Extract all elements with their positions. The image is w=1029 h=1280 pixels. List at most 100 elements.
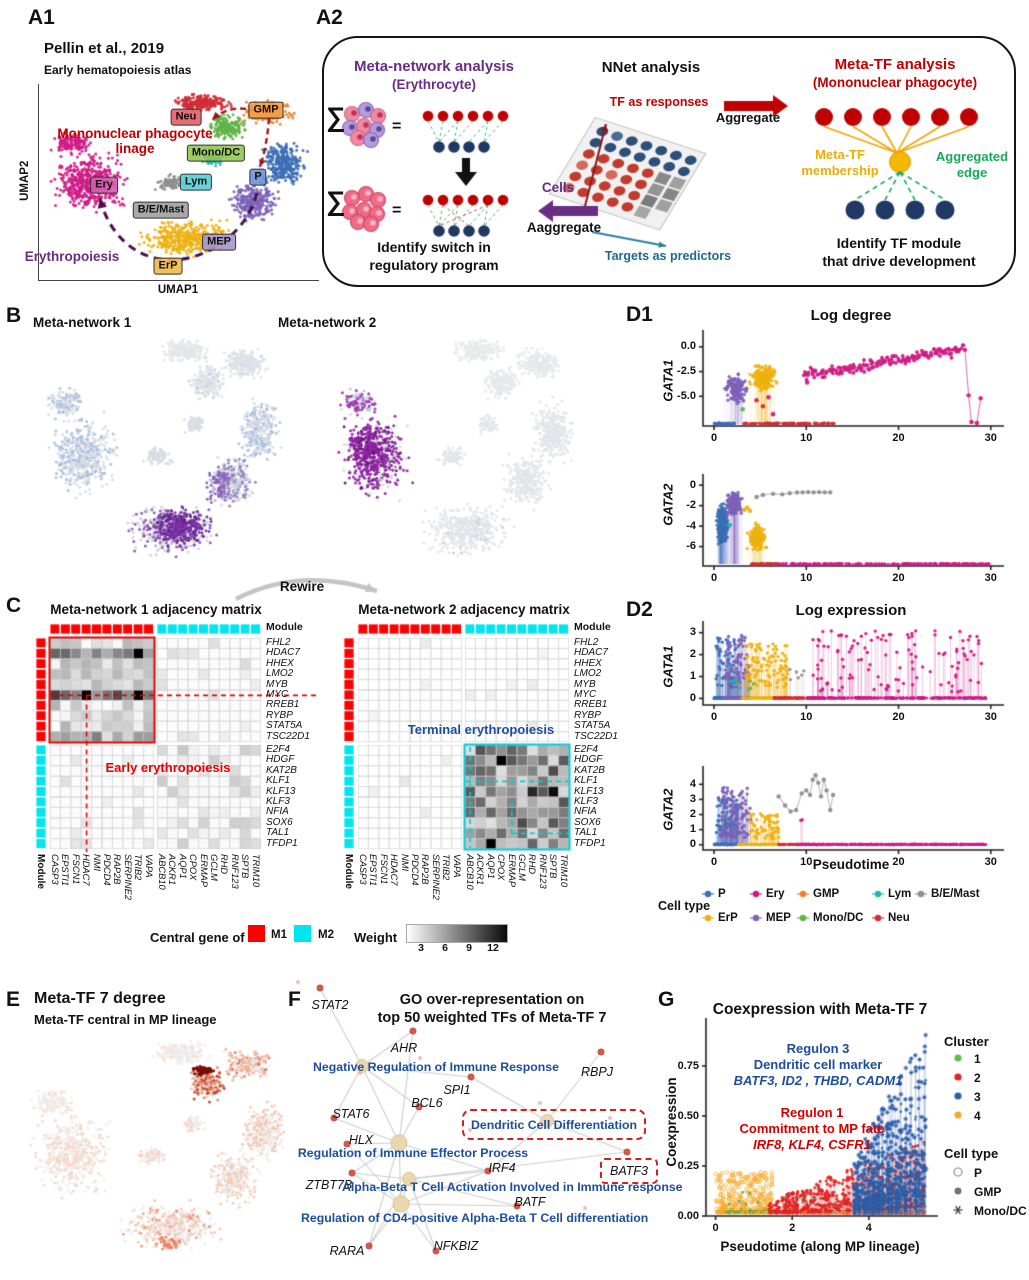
- a2-equals-2: =: [392, 202, 402, 219]
- heatmap-row-label: KLF13: [574, 785, 604, 797]
- a2-aggregate-right-label: Aggregate: [715, 110, 781, 125]
- d2-x-axis-label: Pseudotime: [812, 857, 890, 872]
- x-tick-label: 0: [711, 711, 718, 723]
- heatmap-col-label: RAP2B: [112, 854, 123, 885]
- heatmap-row-label: KLF3: [266, 796, 290, 807]
- a2-meta-network-title: Meta-network analysis: [353, 58, 515, 75]
- f-gene-label-ztbt7b: ZTBT7B: [305, 1178, 353, 1192]
- g-regulon1-line2: Commitment to MP fate: [739, 1121, 885, 1136]
- heatmap-col-label: SPTB: [240, 854, 251, 879]
- a1-cluster-chip-neu: Neu: [170, 108, 202, 126]
- f-gene-label-rara: RARA: [329, 1244, 365, 1258]
- d2-celltype-legend-title: Cell type: [658, 899, 711, 913]
- f-gene-label-batf: BATF: [514, 1195, 546, 1209]
- d1-gata1-axis-label: GATA1: [660, 359, 676, 402]
- a1-mp-lineage-note-line1: Mononuclear phagocyte: [57, 126, 213, 141]
- a2-nnet-title: NNet analysis: [601, 59, 701, 76]
- g-cluster-legend-label-1: 1: [974, 1052, 981, 1066]
- heatmap-row-label: NFIA: [574, 806, 597, 818]
- c-legend-weight-gradient: [406, 924, 508, 943]
- weight-tick-label: 6: [442, 942, 448, 954]
- a1-cluster-chip-erp: ErP: [153, 257, 183, 275]
- a1-cluster-chip-gmp: GMP: [248, 101, 284, 119]
- heatmap-row-label: FHL2: [574, 637, 599, 648]
- heatmap-col-label: TRIB2: [133, 854, 144, 881]
- f-batf3-label: BATF3: [610, 1164, 648, 1178]
- heatmap-row-label: HDGF: [266, 754, 295, 766]
- panel-label-d1: D1: [626, 303, 653, 326]
- heatmap-col-label: NMI: [399, 854, 410, 872]
- heatmap-row-label: HDGF: [574, 754, 603, 766]
- panel-label-g: G: [658, 988, 675, 1011]
- heatmap-row-label: NFIA: [266, 806, 289, 818]
- y-tick-label: 1: [689, 670, 696, 682]
- x-tick-label: 30: [984, 856, 997, 868]
- x-tick-label: 4: [865, 1222, 872, 1234]
- y-tick-label: 2: [689, 648, 696, 661]
- a2-aggregated-edge-line2: edge: [956, 165, 988, 180]
- heatmap-row-label: HHEX: [266, 657, 294, 669]
- f-batf3-box: BATF3: [600, 1158, 658, 1184]
- g-regulon3-line2: Dendritic cell marker: [753, 1057, 883, 1072]
- g-regulon3-line1: Regulon 3: [786, 1041, 850, 1056]
- heatmap-row-label: MYC: [574, 689, 597, 700]
- panel-label-c: C: [6, 594, 22, 617]
- d2-legend-label-ery: Ery: [766, 888, 785, 900]
- heatmap-col-label: RHD: [219, 854, 230, 875]
- heatmap-row-label: MYC: [266, 689, 289, 700]
- heatmap-row-label: STAT5A: [266, 720, 303, 732]
- f-gene-label-ahr: AHR: [390, 1041, 418, 1055]
- a2-cells-label: Cells: [541, 180, 575, 195]
- heatmap-col-label: ERMAP: [506, 854, 517, 888]
- panel-label-a1: A1: [28, 6, 55, 29]
- weight-tick-label: 3: [418, 942, 424, 954]
- c-terminal-erythropoiesis-note: Terminal erythropoiesis: [407, 722, 555, 737]
- y-tick-label: 0: [689, 691, 696, 704]
- y-tick-label: 0: [689, 838, 696, 851]
- f-gene-label-irf4: IRF4: [488, 1161, 516, 1175]
- heatmap-row-label: MYB: [266, 678, 288, 690]
- g-celltype-legend-label-mono-dc: Mono/DC: [974, 1204, 1027, 1218]
- heatmap-row-label: KLF1: [266, 775, 290, 787]
- f-go-term-label-0: Negative Regulation of Immune Response: [313, 1060, 559, 1074]
- heatmap-row-label: SOX6: [574, 816, 601, 828]
- a2-aggregated-edge-line1: Aggregated: [935, 149, 1009, 164]
- x-tick-label: 20: [892, 711, 905, 723]
- d2-legend-label-mep: MEP: [766, 912, 791, 924]
- heatmap-col-label: SPTB: [548, 854, 559, 879]
- e-title: Meta-TF 7 degree: [34, 990, 166, 1007]
- g-celltype-legend-label-p: P: [974, 1166, 983, 1180]
- heatmap-row-label: KAT2B: [266, 764, 297, 776]
- a2-aggregate-left-label: Aaggregate: [526, 220, 602, 235]
- y-tick-label: 0.75: [677, 1059, 699, 1072]
- g-celltype-legend-title: Cell type: [944, 1146, 999, 1161]
- heatmap-row-label: STAT5A: [574, 720, 611, 732]
- c-legend-m2-label: M2: [318, 929, 334, 941]
- c-early-erythropoiesis-note: Early erythropoiesis: [105, 760, 231, 775]
- d2-legend-label-mono-dc: Mono/DC: [813, 912, 864, 924]
- f-gene-label-rbpj: RBPJ: [581, 1065, 613, 1079]
- g-cluster-legend-label-4: 4: [974, 1109, 981, 1123]
- g-regulon3-genes: BATF3, ID2 , THBD, CADM1: [733, 1073, 903, 1088]
- heatmap-row-label: KLF3: [574, 796, 598, 807]
- d2-title: Log expression: [795, 602, 907, 619]
- a1-cluster-chip-mep: MEP: [202, 233, 236, 251]
- f-gene-label-stat2: STAT2: [311, 998, 349, 1012]
- y-tick-label: 2: [689, 808, 696, 821]
- a1-erythropoiesis-note: Erythropoiesis: [24, 249, 120, 264]
- x-tick-label: 0: [711, 856, 718, 868]
- e-subtitle: Meta-TF central in MP lineage: [34, 1012, 217, 1027]
- heatmap-col-label: EPSTI1: [60, 854, 71, 887]
- g-cluster-legend-label-2: 2: [974, 1071, 981, 1085]
- c-legend-m1-label: M1: [271, 929, 287, 941]
- heatmap-row-label: E2F4: [574, 744, 598, 755]
- f-gene-label-hlx: HLX: [348, 1133, 374, 1147]
- y-tick-label: 0.0: [680, 340, 696, 353]
- heatmap-row-label: KAT2B: [574, 764, 605, 776]
- y-tick-label: 0: [689, 478, 696, 491]
- heatmap-col-label: VAPA: [451, 854, 462, 878]
- y-tick-label: -4: [686, 519, 696, 532]
- y-tick-label: 0.00: [677, 1209, 699, 1222]
- x-tick-label: 10: [800, 856, 813, 868]
